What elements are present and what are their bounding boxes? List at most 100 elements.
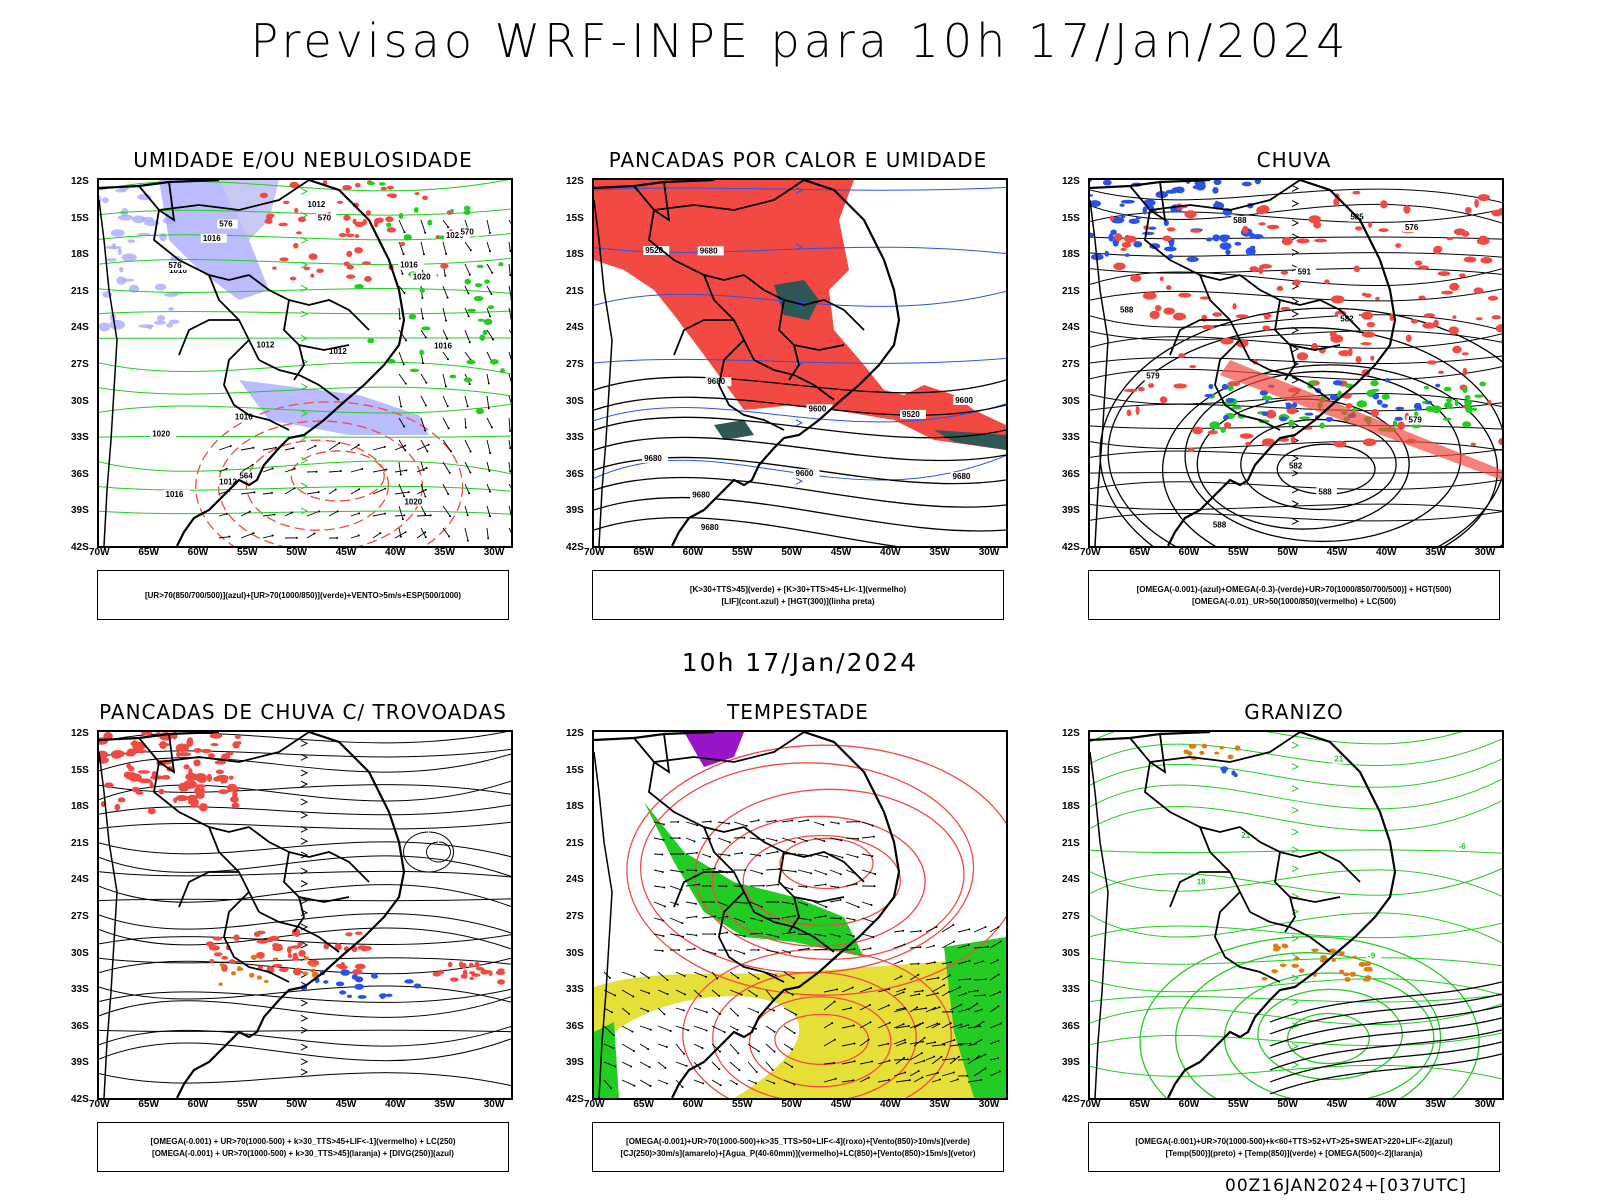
lat-tick-label: 18S — [566, 801, 584, 813]
contour-label: 1012 — [308, 200, 326, 209]
panel-title-granizo: GRANIZO — [1244, 700, 1344, 724]
legend-line: [OMEGA(-0.001)+UR>70(1000-500)+k>35_TTS>… — [626, 1136, 970, 1146]
contour-label: 1016 — [400, 261, 418, 270]
contour-label: 9680 — [701, 523, 719, 532]
contour-label: 564 — [239, 472, 253, 481]
lon-tick-label: 45W — [830, 547, 852, 558]
contour-label: 1012 — [329, 347, 347, 356]
lat-tick-label: 15S — [71, 764, 89, 776]
map-panel-granizo: 21 21 18 -6 -9 — [1088, 730, 1504, 1100]
lat-tick-label: 15S — [566, 212, 584, 224]
lon-tick-label: 65W — [633, 1099, 654, 1110]
contour-label: 582 — [1289, 462, 1303, 471]
lon-tick-label: 50W — [286, 547, 307, 558]
contour-label: 1016 — [169, 266, 187, 275]
lat-tick-label: 12S — [71, 728, 89, 739]
lat-tick-label: 30S — [1062, 395, 1080, 407]
lat-tick-label: 33S — [71, 432, 89, 444]
lon-tick-label: 60W — [187, 1099, 209, 1110]
contour-label: 576 — [219, 219, 233, 228]
contour-label: 1020 — [152, 430, 170, 439]
map-panel-trovoadas — [97, 730, 513, 1100]
contour-label: 570 — [460, 227, 474, 236]
contour-label: 21 — [1241, 831, 1250, 840]
lat-tick-label: 24S — [71, 322, 89, 334]
panel-title-chuva: CHUVA — [1256, 148, 1332, 172]
lat-tick-label: 15S — [1062, 212, 1080, 224]
lat-tick-label: 36S — [566, 468, 584, 480]
lat-tick-label: 24S — [1062, 874, 1080, 886]
lat-tick-label: 30S — [566, 395, 584, 407]
legend-line: [OMEGA(-0.001)+UR>70(1000-500)+k<60+TTS>… — [1135, 1136, 1453, 1146]
lat-tick-label: 27S — [1062, 359, 1080, 370]
contour-label: 1020 — [404, 497, 422, 506]
lat-tick-label: 12S — [566, 176, 584, 187]
lat-tick-label: 42S — [1062, 542, 1080, 553]
legend-box-calor: [K>30+TTS>45](verde) + [K>30+TTS>45+LI<-… — [592, 570, 1004, 620]
contour-label: 9680 — [953, 472, 971, 481]
contour-label: 576 — [1405, 223, 1419, 232]
lat-tick-label: 33S — [1062, 984, 1080, 996]
contour-label: 1012 — [219, 477, 237, 486]
run-timestamp: 00Z16JAN2024+[037UTC] — [1225, 1176, 1467, 1196]
lat-tick-label: 21S — [1062, 837, 1080, 849]
lon-tick-label: 50W — [1277, 1099, 1298, 1110]
lat-tick-label: 42S — [71, 542, 89, 553]
lon-tick-label: 30W — [1474, 1099, 1496, 1110]
lon-tick-label: 30W — [483, 547, 505, 558]
lat-tick-label: 18S — [566, 249, 584, 261]
lat-tick-label: 18S — [1062, 249, 1080, 261]
lon-tick-label: 30W — [483, 1099, 505, 1110]
legend-box-umidade: [UR>70(850/700/500)](azul)+[UR>70(1000/8… — [97, 570, 509, 620]
lat-tick-label: 24S — [566, 874, 584, 886]
contour-label: 579 — [1146, 372, 1160, 381]
contour-label: 1016 — [235, 412, 253, 421]
panel-title-trovoadas: PANCADAS DE CHUVA C/ TROVOADAS — [99, 700, 507, 724]
contour-label: 1016 — [166, 490, 184, 499]
contour-label: 579 — [1409, 416, 1423, 425]
lat-tick-label: 42S — [566, 1094, 584, 1105]
lat-tick-label: 36S — [71, 468, 89, 480]
lat-tick-label: 36S — [71, 1020, 89, 1032]
legend-line: [LIF](cont.azul) + [HGT(300)](linha pret… — [721, 596, 875, 606]
lat-tick-label: 36S — [1062, 1020, 1080, 1032]
contour-label: 1016 — [434, 341, 452, 350]
contour-label: 9600 — [796, 469, 814, 478]
lon-tick-label: 35W — [434, 1099, 455, 1110]
legend-box-trovoadas: [OMEGA(-0.001) + UR>70(1000-500) + k>30_… — [97, 1122, 509, 1172]
lon-tick-label: 40W — [385, 547, 406, 558]
lat-tick-label: 15S — [71, 212, 89, 224]
contour-label: 1020 — [446, 231, 464, 240]
panel-title-tempestade: TEMPESTADE — [727, 700, 869, 724]
panel-title-umidade: UMIDADE E/OU NEBULOSIDADE — [133, 148, 473, 172]
lat-tick-label: 21S — [566, 837, 584, 849]
lon-tick-label: 60W — [682, 1099, 704, 1110]
lat-tick-label: 24S — [1062, 322, 1080, 334]
lat-tick-label: 18S — [1062, 801, 1080, 813]
lat-tick-label: 30S — [1062, 947, 1080, 959]
legend-line: [OMEGA(-0.01)_UR>50(1000/850)(vermelho) … — [1191, 596, 1397, 606]
legend-line: [K>30+TTS>45](verde) + [K>30+TTS>45+LI<-… — [689, 584, 907, 594]
map-tempestade — [594, 732, 1006, 1098]
lon-tick-label: 45W — [1326, 1099, 1348, 1110]
legend-box-granizo: [OMEGA(-0.001)+UR>70(1000-500)+k<60+TTS>… — [1088, 1122, 1500, 1172]
lat-tick-label: 15S — [1062, 764, 1080, 776]
contour-label: 9520 — [902, 410, 920, 419]
panel-title-calor: PANCADAS POR CALOR E UMIDADE — [608, 148, 988, 172]
contour-label: 9600 — [955, 396, 973, 405]
contour-label: 591 — [1298, 267, 1312, 276]
lon-tick-label: 30W — [978, 1099, 1000, 1110]
contour-label: -6 — [1459, 842, 1467, 851]
contour-label: 21 — [1334, 755, 1343, 764]
contour-label: 9680 — [692, 491, 710, 500]
lat-tick-label: 33S — [71, 984, 89, 996]
contour-label: 1016 — [203, 234, 221, 243]
lon-tick-label: 55W — [732, 1099, 753, 1110]
second-row-title: 10h 17/Jan/2024 — [681, 648, 919, 677]
lon-tick-label: 55W — [1228, 1099, 1249, 1110]
legend-line: [Temp(500)](preto) + [Temp(850)](verde) … — [1165, 1148, 1423, 1158]
lon-tick-label: 50W — [781, 547, 802, 558]
lat-tick-label: 30S — [71, 947, 89, 959]
lon-tick-label: 50W — [1277, 547, 1298, 558]
contour-label: 1012 — [257, 341, 275, 350]
